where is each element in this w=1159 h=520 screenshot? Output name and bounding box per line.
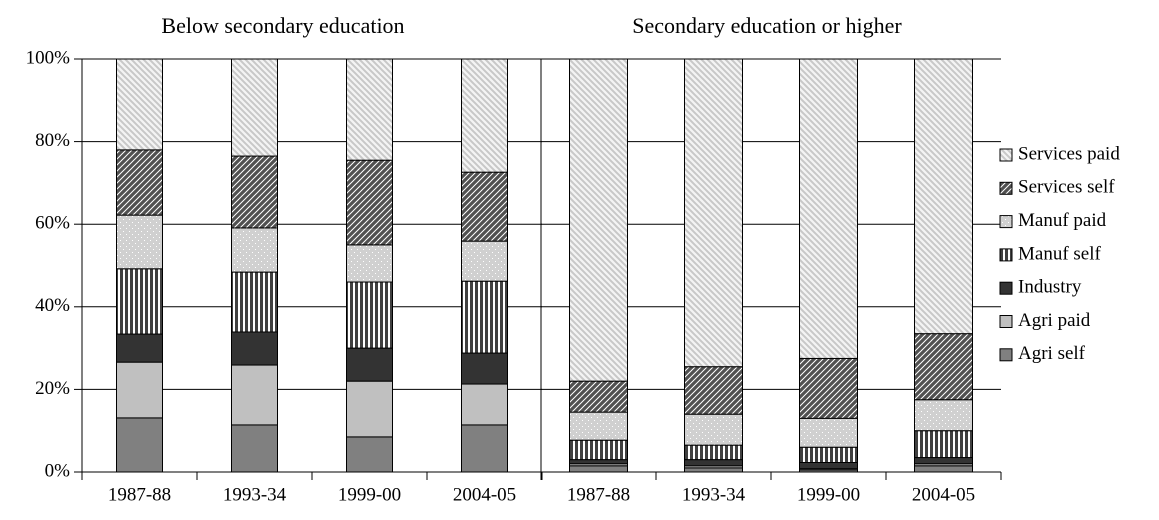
bar-segment [684,467,743,473]
bar-segment [914,430,973,459]
legend-swatch [999,348,1013,362]
y-tick-label: 80% [35,130,70,151]
bar-segment [346,347,393,382]
x-tick-label: 1993-34 [223,484,287,505]
bar-segment [914,333,973,401]
bar-segment [684,459,743,467]
x-tick-label: 1987-88 [567,484,630,505]
panel-title: Secondary education or higher [632,13,902,38]
legend-swatch [999,148,1013,162]
bar-segment [231,58,278,157]
legend-label: Manuf paid [1018,210,1107,231]
y-tick-label: 60% [35,213,70,234]
legend-swatch [999,315,1013,328]
bar-segment [116,333,163,363]
bar-segment [684,444,743,461]
legend-swatch [999,215,1013,229]
x-tick-label: 1987-88 [108,484,171,505]
legend-label: Services paid [1018,143,1120,164]
bar-segment [346,159,393,246]
bar-segment [461,424,508,473]
bar-segment [231,364,278,426]
legend-swatch [999,181,1013,195]
bar-segment [914,399,973,432]
bar-segment [346,436,393,473]
bar-segment [799,357,858,419]
legend-label: Manuf self [1018,243,1102,264]
y-tick-label: 40% [35,295,70,316]
bar-segment [461,383,508,426]
bar-segment [461,171,508,242]
x-tick-label: 1999-00 [797,484,860,505]
x-tick-label: 2004-05 [453,484,516,505]
bar-segment [231,331,278,366]
bar-segment [684,413,743,446]
bar-segment [346,281,393,349]
bar-segment [116,58,163,151]
bar-segment [461,280,508,354]
legend-label: Industry [1018,277,1082,298]
bar-segment [914,465,973,473]
bar-segment [346,58,393,161]
legend-label: Agri paid [1018,310,1091,331]
y-tick-label: 0% [45,460,71,481]
legend-label: Services self [1018,177,1115,198]
bar-segment [569,58,628,382]
bar-segment [116,149,163,216]
bar-segment [231,271,278,333]
x-tick-label: 1993-34 [682,484,746,505]
bar-segment [461,352,508,385]
bar-segment [684,58,743,368]
x-tick-label: 2004-05 [912,484,975,505]
bar-segment [914,58,973,335]
bar-segment [116,214,163,270]
bar-segment [346,244,393,283]
bar-segment [569,411,628,441]
bar-segment [569,380,628,413]
bar-segment [799,58,858,359]
bar-segment [346,380,393,438]
x-tick-label: 1999-00 [338,484,401,505]
bar-segment [116,268,163,335]
legend-swatch [999,281,1013,295]
bar-segment [116,361,163,419]
bar-segment [461,58,508,173]
bar-segment [569,465,628,473]
bar-segment [799,446,858,464]
bar-segment [799,417,858,448]
legend-swatch [999,248,1013,262]
panel-title: Below secondary education [161,13,404,38]
bar-segment [799,462,858,470]
bar-segment [231,424,278,473]
bar-segment [231,227,278,273]
bar-segment [569,459,628,465]
bar-segment [461,240,508,282]
legend-label: Agri self [1018,343,1086,364]
bar-segment [684,366,743,415]
bar-segment [231,155,278,229]
y-tick-label: 20% [35,378,70,399]
bar-segment [914,457,973,465]
bar-segment [116,417,163,473]
bar-segment [569,439,628,461]
y-tick-label: 100% [26,47,71,68]
